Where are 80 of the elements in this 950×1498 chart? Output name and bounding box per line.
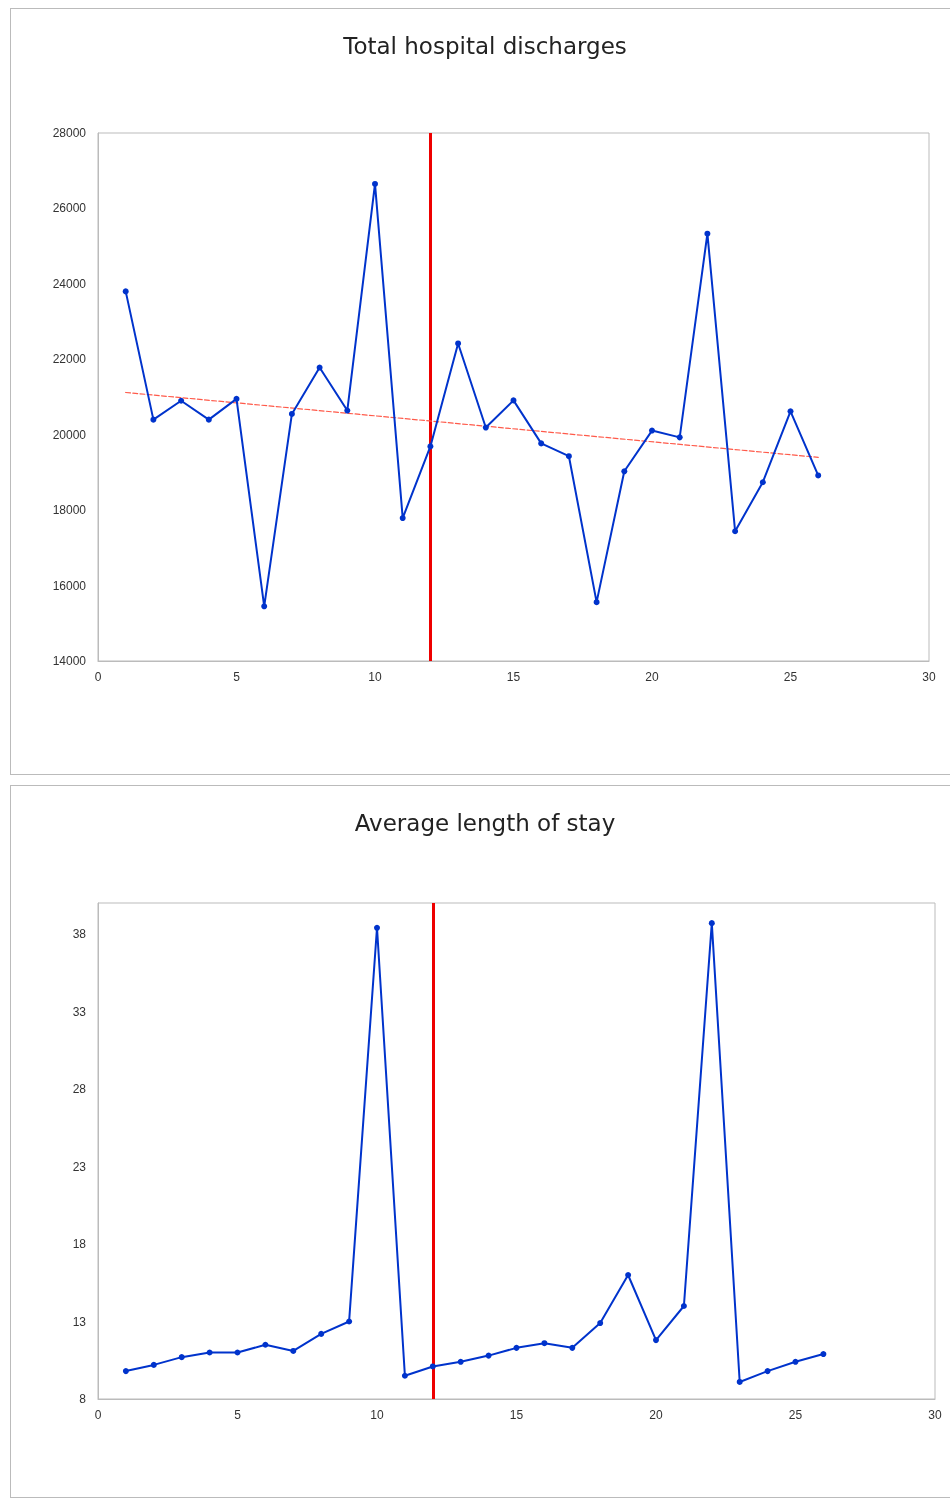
- y-tick-label: 28: [72, 1082, 87, 1096]
- point: [316, 364, 323, 371]
- x-tick-label: 0: [94, 1408, 102, 1422]
- point: [482, 424, 489, 431]
- point: [541, 1340, 548, 1347]
- y-tick-label: 38: [72, 927, 87, 941]
- point: [427, 443, 434, 450]
- point: [704, 230, 711, 237]
- y-tick-label: 13: [72, 1314, 87, 1329]
- x-tick-label: 15: [509, 1408, 524, 1422]
- x-tick-label: 15: [506, 670, 521, 684]
- point: [736, 1378, 743, 1385]
- point: [538, 440, 545, 447]
- point: [820, 1351, 827, 1358]
- point: [372, 180, 378, 187]
- point: [621, 468, 628, 475]
- point: [457, 1358, 464, 1365]
- x-tick-label: 5: [234, 1408, 242, 1422]
- point: [597, 1320, 604, 1327]
- y-tick-label: 18: [72, 1237, 87, 1251]
- point: [593, 599, 600, 606]
- y-tick-label: 26000: [52, 201, 87, 216]
- point: [206, 1349, 213, 1356]
- point: [569, 1344, 576, 1351]
- point: [649, 427, 655, 434]
- point: [205, 416, 212, 423]
- point: [346, 1318, 353, 1325]
- point: [399, 515, 406, 522]
- point: [262, 1341, 269, 1348]
- point: [234, 1349, 241, 1356]
- point: [150, 416, 157, 423]
- point: [565, 453, 572, 460]
- point: [150, 1361, 157, 1368]
- point: [261, 603, 268, 610]
- x-tick-label: 20: [645, 670, 659, 684]
- x-tick-label: 20: [649, 1408, 663, 1422]
- point: [290, 1347, 297, 1354]
- point: [318, 1330, 325, 1337]
- chart-title: Average length of stay: [354, 809, 616, 836]
- y-tick-label: 28000: [52, 126, 87, 140]
- point: [374, 924, 380, 931]
- point: [676, 434, 683, 441]
- point: [122, 1368, 129, 1375]
- x-tick-label: 30: [922, 670, 936, 684]
- point: [759, 479, 766, 486]
- x-tick-label: 25: [788, 1408, 803, 1422]
- y-tick-label: 24000: [52, 276, 87, 291]
- point: [122, 288, 129, 295]
- x-tick-label: 10: [368, 670, 382, 684]
- point: [178, 397, 185, 404]
- point: [178, 1354, 185, 1361]
- y-tick-label: 22000: [52, 352, 87, 367]
- y-tick-label: 16000: [52, 578, 87, 593]
- point: [680, 1303, 687, 1309]
- point: [708, 920, 715, 927]
- point: [485, 1352, 492, 1359]
- y-tick-label: 8: [79, 1392, 87, 1406]
- x-tick-label: 30: [928, 1408, 942, 1422]
- point: [288, 410, 295, 417]
- point: [764, 1368, 771, 1375]
- point: [455, 340, 462, 347]
- x-tick-label: 0: [94, 670, 102, 684]
- chart-title: Total hospital discharges: [342, 32, 627, 59]
- y-tick-label: 18000: [52, 503, 87, 518]
- x-tick-label: 5: [233, 670, 241, 684]
- point: [732, 528, 739, 535]
- point: [429, 1363, 436, 1370]
- point: [815, 472, 822, 479]
- point: [625, 1272, 632, 1278]
- y-tick-label: 33: [72, 1004, 87, 1019]
- y-tick-label: 14000: [52, 654, 87, 668]
- y-tick-label: 23: [72, 1159, 87, 1174]
- point: [233, 395, 240, 402]
- point: [792, 1358, 799, 1365]
- y-tick-label: 20000: [52, 427, 87, 442]
- x-tick-label: 25: [783, 670, 798, 684]
- point: [653, 1337, 659, 1344]
- x-tick-label: 10: [370, 1408, 384, 1422]
- point: [401, 1372, 408, 1379]
- point: [513, 1344, 520, 1351]
